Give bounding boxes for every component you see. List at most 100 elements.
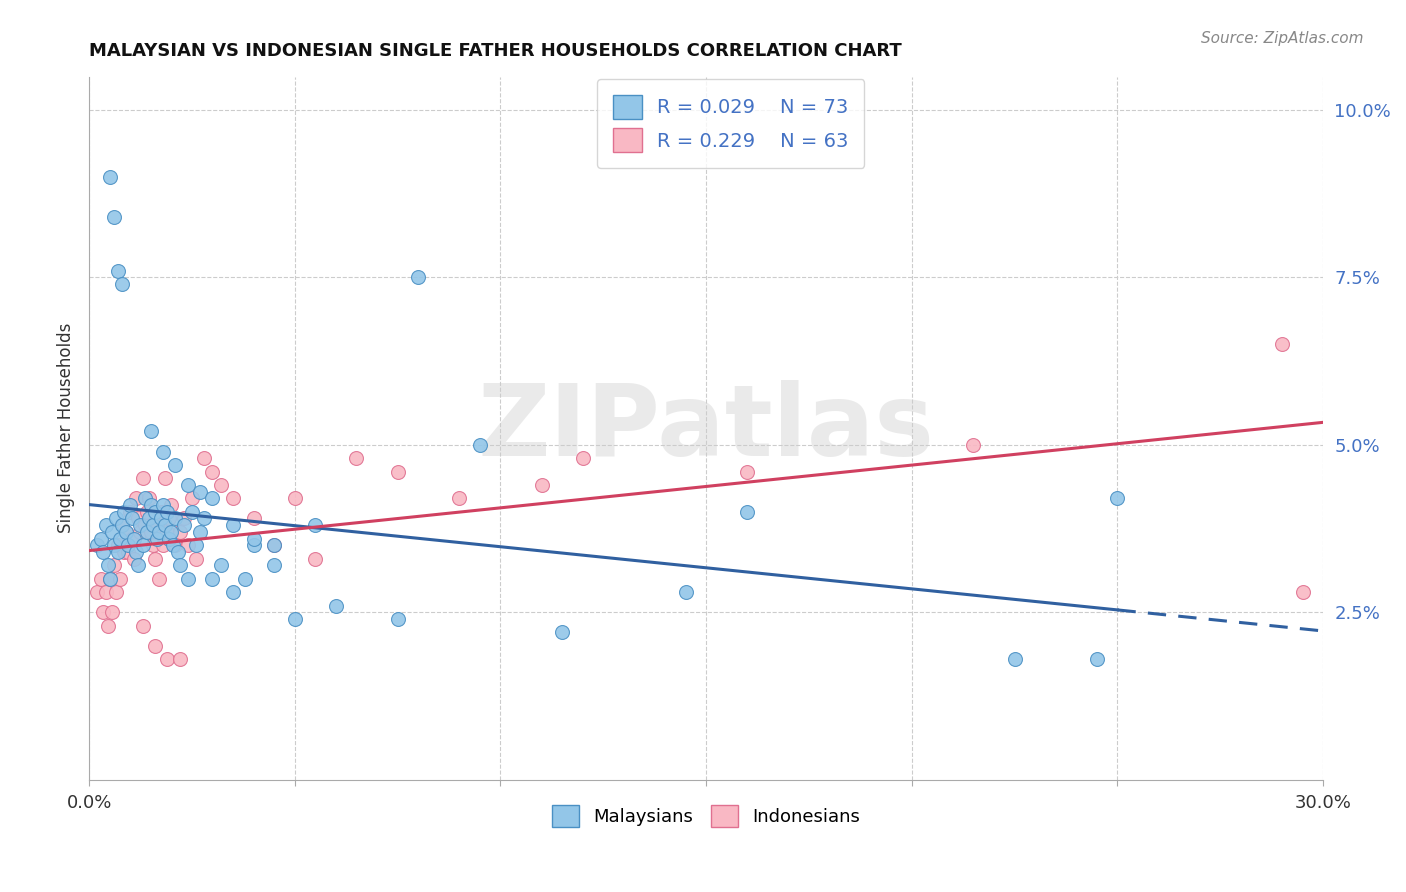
Text: MALAYSIAN VS INDONESIAN SINGLE FATHER HOUSEHOLDS CORRELATION CHART: MALAYSIAN VS INDONESIAN SINGLE FATHER HO… [89,42,901,60]
Point [86,538,108,552]
Point [346,451,368,466]
Point [104,511,127,525]
Point [103,538,125,552]
Point [100,605,122,619]
Point [201,491,224,506]
Point [127,511,149,525]
Point [134,518,156,533]
Point [90,532,112,546]
Point [112,505,135,519]
Point [143,639,166,653]
Point [180,491,202,506]
Point [201,572,224,586]
Point [103,210,125,224]
Point [120,498,142,512]
Point [94,518,117,533]
Point [150,511,173,525]
Point [125,491,148,506]
Point [108,532,131,546]
Point [107,538,129,552]
Point [134,491,156,506]
Point [117,538,139,552]
Point [177,572,200,586]
Point [153,518,176,533]
Point [108,572,131,586]
Point [127,558,149,573]
Point [98,169,121,184]
Point [675,585,697,599]
Point [129,518,152,533]
Point [143,551,166,566]
Point [387,465,409,479]
Point [115,524,138,539]
Point [449,491,471,506]
Point [86,585,108,599]
Point [165,511,187,525]
Point [138,511,160,525]
Point [131,538,153,552]
Point [284,612,307,626]
Point [139,425,162,439]
Point [263,538,285,552]
Point [157,532,180,546]
Point [735,465,758,479]
Text: ZIPatlas: ZIPatlas [478,380,935,476]
Point [111,518,134,533]
Point [188,484,211,499]
Point [94,585,117,599]
Point [468,438,491,452]
Point [242,538,264,552]
Point [193,451,215,466]
Point [97,618,120,632]
Point [97,558,120,573]
Point [165,538,187,552]
Point [242,532,264,546]
Point [530,478,553,492]
Point [304,518,326,533]
Point [160,524,183,539]
Point [201,465,224,479]
Point [169,524,191,539]
Point [1271,337,1294,351]
Point [124,532,146,546]
Point [129,524,152,539]
Point [962,438,984,452]
Point [98,572,121,586]
Point [148,572,170,586]
Point [173,518,195,533]
Point [157,511,180,525]
Point [121,511,143,525]
Point [160,498,183,512]
Point [100,524,122,539]
Point [222,585,245,599]
Point [111,518,134,533]
Point [177,538,200,552]
Point [735,505,758,519]
Point [325,599,347,613]
Point [184,538,207,552]
Point [1085,652,1108,666]
Point [209,558,232,573]
Point [551,625,574,640]
Point [131,618,153,632]
Point [209,478,232,492]
Point [166,545,188,559]
Point [180,505,202,519]
Point [121,532,143,546]
Point [150,505,173,519]
Point [153,471,176,485]
Point [156,524,179,539]
Point [152,444,174,458]
Text: Source: ZipAtlas.com: Source: ZipAtlas.com [1201,31,1364,46]
Point [263,538,285,552]
Point [142,518,165,533]
Point [104,585,127,599]
Point [169,652,191,666]
Point [284,491,307,506]
Point [146,518,169,533]
Point [138,491,160,506]
Legend: Malaysians, Indonesians: Malaysians, Indonesians [544,797,868,834]
Point [111,277,134,292]
Point [156,505,179,519]
Point [152,538,174,552]
